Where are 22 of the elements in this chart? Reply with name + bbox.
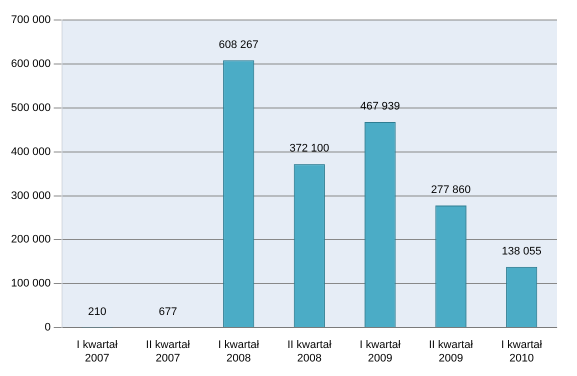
y-tick-label: 200 000 — [10, 234, 51, 246]
y-tick-label: 100 000 — [10, 278, 51, 290]
y-tick-label: 600 000 — [10, 58, 51, 70]
data-label: 277 860 — [430, 184, 471, 196]
x-tick-label: II kwartał 2007 — [146, 339, 190, 364]
x-tick-label: I kwartał 2010 — [501, 339, 543, 364]
x-tick-label: I kwartał 2009 — [360, 339, 402, 364]
data-label: 372 100 — [290, 142, 330, 155]
data-label: 467 939 — [360, 100, 400, 113]
x-tick-label: II kwartał 2009 — [428, 339, 474, 364]
data-label: 138 055 — [502, 245, 542, 258]
y-tick-label: 0 — [44, 322, 51, 334]
data-label: 210 — [88, 306, 106, 318]
x-tick-label: I kwartał 2008 — [218, 339, 260, 364]
y-tick-label: 400 000 — [10, 146, 51, 158]
data-label: 608 267 — [218, 38, 259, 51]
data-label: 677 — [158, 306, 178, 318]
y-tick-label: 300 000 — [10, 190, 51, 202]
y-tick-label: 700 000 — [10, 14, 51, 26]
x-tick-label: II kwartał 2008 — [287, 339, 332, 364]
x-tick-label: I kwartał 2007 — [76, 339, 118, 364]
y-tick-label: 500 000 — [10, 102, 51, 114]
